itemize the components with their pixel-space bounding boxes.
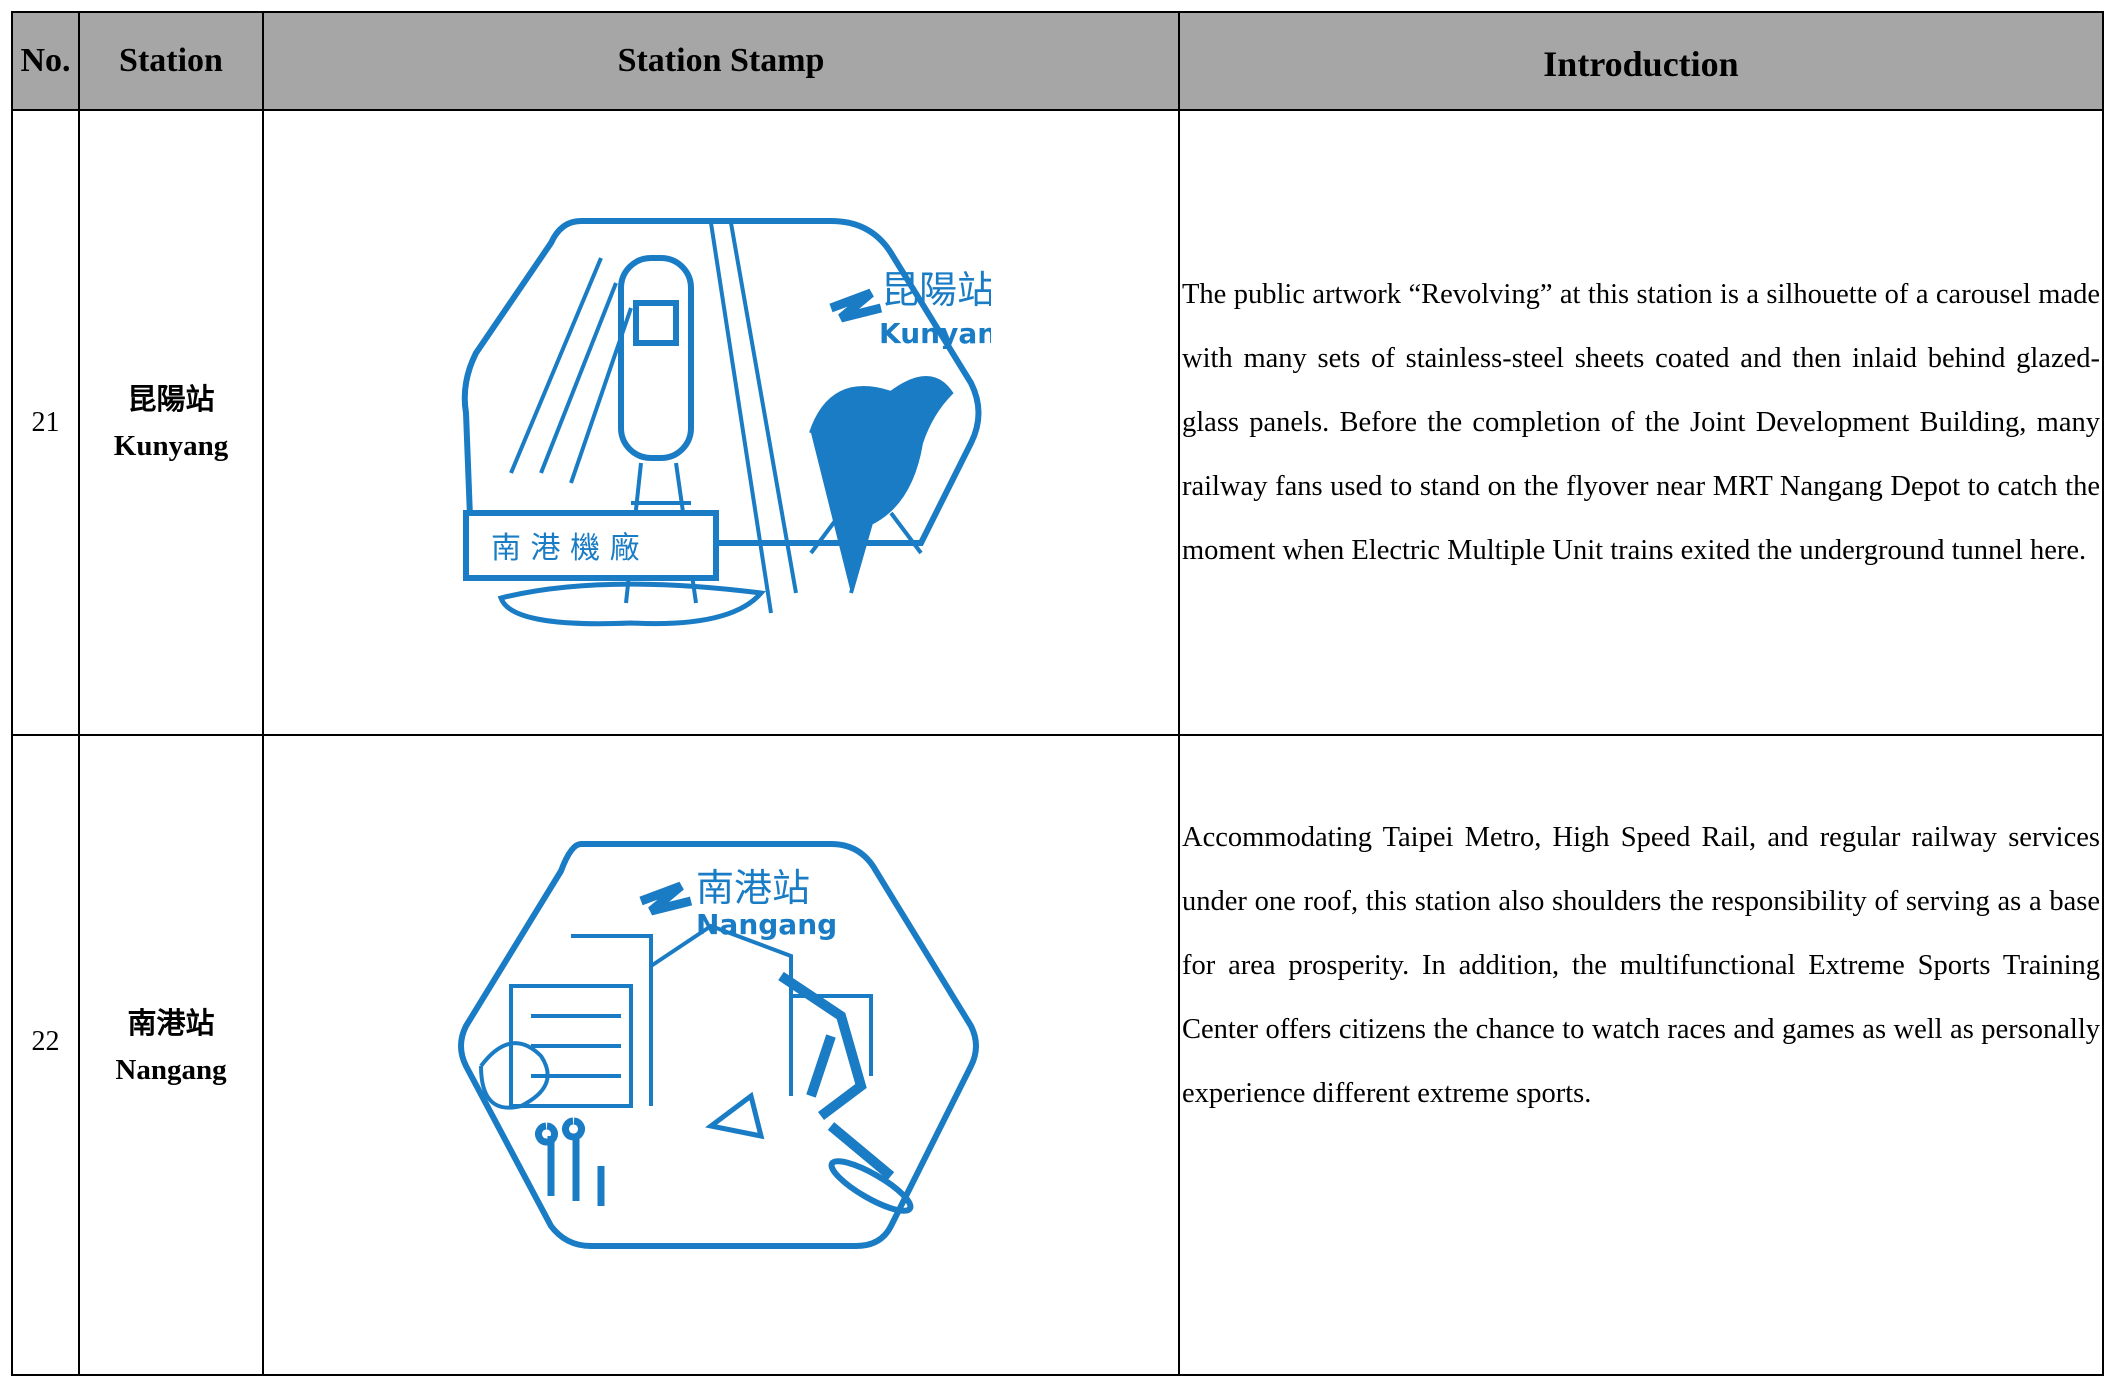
intro-cell: The public artwork “Revolving” at this s…	[1178, 109, 2104, 736]
stamp-table: No. Station Station Stamp Introduction 2…	[11, 11, 2104, 1376]
station-en: Nangang	[115, 1054, 227, 1086]
stamp-cell: 昆陽站 Kunyang 南 港 機 廠	[262, 109, 1180, 736]
no-cell: 21	[11, 109, 80, 736]
station-zh: 昆陽站	[127, 383, 215, 416]
header-cell: No.	[11, 11, 80, 111]
header-row: No. Station Station Stamp Introduction	[11, 11, 2104, 111]
station-zh: 南港站	[127, 1008, 215, 1040]
stamp-name-zh: 昆陽站	[881, 268, 991, 312]
page-body: No. Station Station Stamp Introduction 2…	[11, 11, 2104, 1376]
page: Station Stamps {"table":{"header":["No."…	[11, 11, 2104, 1376]
stamp-image: 南港站 Nangang	[458, 841, 979, 1249]
station-cell: 昆陽站 Kunyang	[78, 109, 264, 736]
stamp-depot: 南 港 機 廠	[491, 531, 640, 566]
stamp-name-zh: 南港站	[696, 866, 810, 910]
row: 22 南港站 Nangang 南港站 Nangang Accommodating …	[11, 734, 2104, 1376]
station-cell: 南港站 Nangang	[78, 734, 264, 1376]
stamp-cell: 南港站 Nangang	[262, 734, 1180, 1376]
stamp-image: 昆陽站 Kunyang 南 港 機 廠	[461, 217, 991, 626]
header-cell: Station	[78, 11, 264, 111]
station-en: Kunyang	[113, 429, 229, 462]
intro-cell: Accommodating Taipei Metro, High Speed R…	[1178, 734, 2104, 1376]
header-cell: Station Stamp	[262, 11, 1180, 111]
row: 21 昆陽站 Kunyang 昆陽站 Kunyang 南 港 機 廠 The pu…	[11, 109, 2104, 736]
no-cell: 22	[11, 734, 80, 1376]
header-cell: Introduction	[1178, 11, 2104, 111]
stamp-name-en: Nangang	[696, 908, 837, 941]
stamp-name-en: Kunyang	[879, 317, 991, 350]
